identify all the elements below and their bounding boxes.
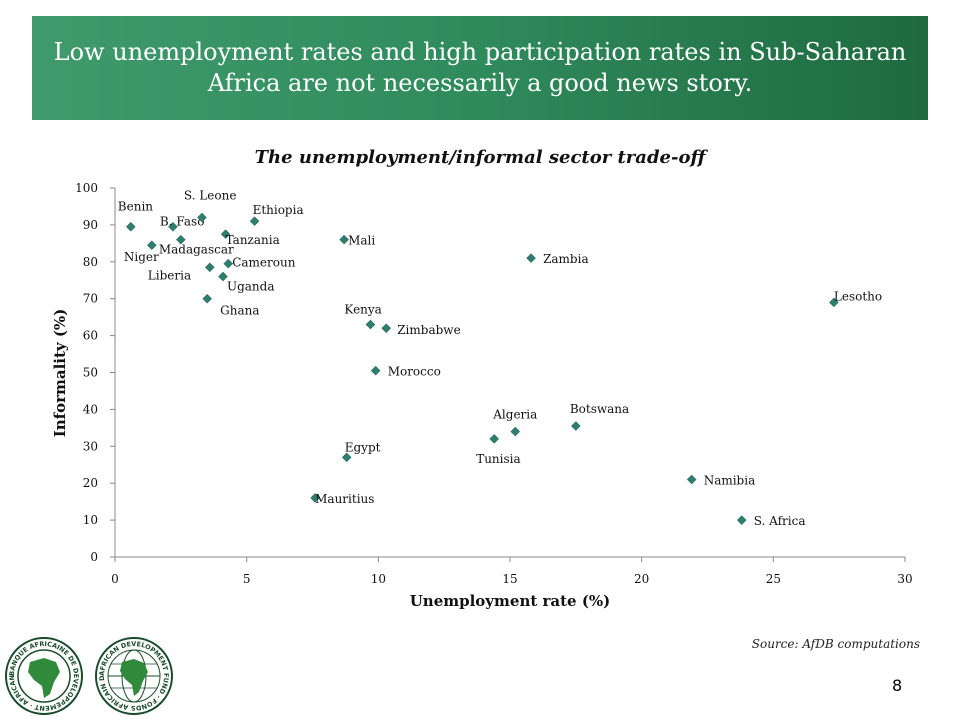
y-tick-label: 50 bbox=[83, 366, 98, 380]
data-point bbox=[489, 434, 500, 444]
x-tick-label: 25 bbox=[766, 572, 781, 586]
data-point-label: Zambia bbox=[543, 252, 589, 266]
y-tick-label: 30 bbox=[83, 439, 98, 453]
data-point bbox=[341, 452, 352, 463]
x-tick-label: 0 bbox=[111, 572, 119, 586]
data-point-label: Tunisia bbox=[476, 452, 520, 466]
afdb-logos: BANQUE AFRICAINE DE DEVELOPPEMENT · AFRI… bbox=[0, 632, 173, 715]
y-tick-label: 80 bbox=[83, 255, 98, 269]
data-point bbox=[125, 221, 136, 232]
x-tick-label: 15 bbox=[502, 572, 517, 586]
data-point bbox=[202, 293, 213, 304]
data-point bbox=[829, 297, 839, 308]
data-point-label: Zimbabwe bbox=[397, 323, 460, 337]
data-point bbox=[218, 271, 228, 282]
data-point-label: Lesotho bbox=[834, 289, 882, 303]
x-tick-label: 20 bbox=[634, 572, 649, 586]
y-tick-label: 10 bbox=[83, 513, 98, 527]
data-point bbox=[204, 262, 215, 273]
slide-title: Low unemployment rates and high particip… bbox=[53, 38, 907, 97]
x-tick-label: 10 bbox=[371, 572, 386, 586]
data-point bbox=[370, 365, 381, 376]
data-point-label: Madagascar bbox=[159, 243, 234, 257]
data-point-label: Mali bbox=[348, 234, 375, 248]
data-point bbox=[168, 221, 178, 232]
data-point-label: Egypt bbox=[345, 440, 381, 454]
x-axis-title: Unemployment rate (%) bbox=[410, 592, 611, 610]
data-point bbox=[249, 216, 260, 227]
data-point-label: Kenya bbox=[344, 303, 381, 317]
data-point-label: Morocco bbox=[388, 365, 441, 379]
y-tick-label: 100 bbox=[75, 181, 98, 195]
data-point bbox=[147, 240, 157, 251]
data-point bbox=[339, 234, 349, 245]
data-point bbox=[381, 323, 392, 334]
title-banner: Low unemployment rates and high particip… bbox=[32, 16, 928, 120]
data-point bbox=[220, 229, 231, 239]
data-point bbox=[510, 426, 521, 437]
y-axis-title: Informality (%) bbox=[51, 309, 69, 438]
data-point-label: Liberia bbox=[148, 268, 191, 282]
data-point-label: S. Leone bbox=[184, 189, 237, 203]
data-point-label: Ghana bbox=[220, 304, 259, 318]
data-point bbox=[175, 234, 186, 245]
data-point-label: B. Faso bbox=[160, 215, 205, 229]
y-tick-label: 0 bbox=[90, 550, 98, 564]
chart-axes: 0 10 20 30 40 50 60 70 80 90 100 0 5 10 15 20 25 30 bbox=[75, 181, 913, 586]
data-point bbox=[526, 253, 536, 263]
y-tick-label: 20 bbox=[83, 476, 98, 490]
data-point-label: Ethiopia bbox=[253, 203, 304, 217]
scatter-chart: 0 10 20 30 40 50 60 70 80 90 100 0 5 10 15 20 25 30 Benin… bbox=[51, 181, 913, 610]
data-point-label: Niger bbox=[124, 250, 159, 264]
data-point bbox=[223, 258, 234, 269]
afdb-bank-logo: BANQUE AFRICAINE DE DEVELOPPEMENT · AFRI… bbox=[0, 632, 83, 715]
data-point-label: Algeria bbox=[492, 408, 537, 422]
data-point bbox=[365, 319, 376, 330]
x-tick-label: 30 bbox=[897, 572, 912, 586]
data-point-label: Tanzania bbox=[226, 233, 280, 247]
page-number: 8 bbox=[892, 676, 903, 695]
chart-title: The unemployment/informal sector trade-o… bbox=[254, 147, 706, 168]
data-point bbox=[736, 515, 747, 525]
data-point bbox=[686, 474, 697, 485]
y-tick-label: 60 bbox=[83, 329, 98, 343]
data-point bbox=[197, 212, 207, 223]
data-point-label: Botswana bbox=[570, 402, 629, 416]
y-tick-label: 40 bbox=[83, 402, 98, 416]
x-tick-label: 5 bbox=[243, 572, 251, 586]
data-point-label: S. Africa bbox=[754, 514, 806, 528]
data-point bbox=[310, 493, 320, 503]
data-point-label: Cameroun bbox=[232, 256, 296, 270]
data-point bbox=[570, 421, 581, 431]
data-point-label: Namibia bbox=[704, 474, 756, 488]
chart-marks: Benin Niger B. Faso Madagascar S. Leone Liber… bbox=[118, 189, 882, 529]
source-note: Source: AfDB computations bbox=[751, 637, 920, 651]
data-point-label: Mauritius bbox=[315, 492, 374, 506]
data-point-label: Uganda bbox=[227, 280, 275, 294]
y-tick-label: 90 bbox=[83, 218, 98, 232]
data-point-label: Benin bbox=[118, 200, 153, 214]
y-tick-label: 70 bbox=[83, 292, 98, 306]
